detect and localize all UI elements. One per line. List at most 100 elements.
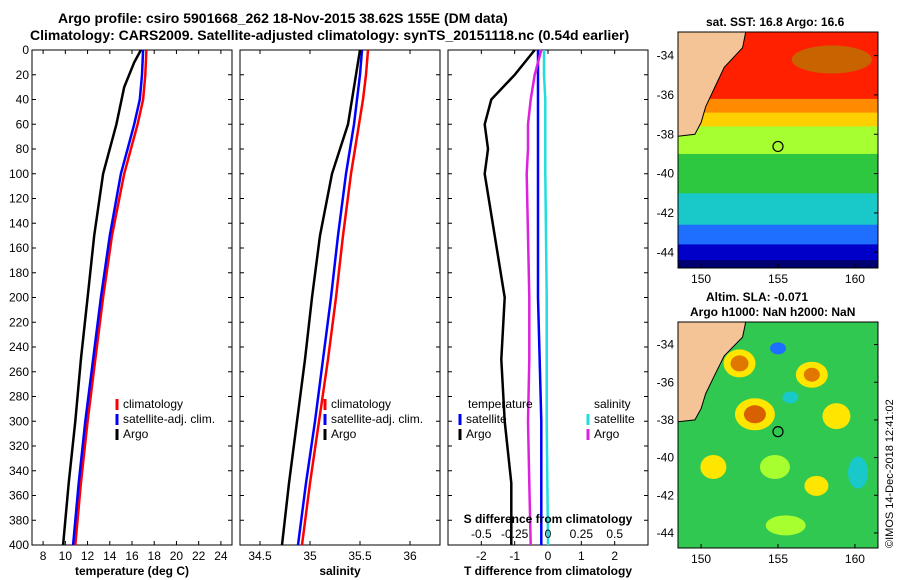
legend-label: satellite-adj. clim.	[123, 412, 215, 426]
y-tick-label: 120	[9, 192, 29, 206]
x-tick-label: 18	[148, 549, 162, 563]
lat-tick-label: -34	[657, 49, 675, 63]
difference-xlabel: T difference from climatology	[464, 564, 632, 578]
y-tick-label: 60	[16, 117, 30, 131]
sst-warm-core	[791, 45, 872, 74]
legend-label: satellite	[594, 412, 635, 426]
argo-float-marker	[772, 140, 784, 153]
sst-band	[678, 193, 878, 226]
salinity-axes-frame	[239, 49, 441, 546]
sst-band	[678, 224, 878, 246]
sla-anomaly-blob	[730, 355, 749, 372]
x-tick-label: 14	[103, 549, 117, 563]
lat-tick-label: -40	[657, 167, 675, 181]
lat-tick-label: -44	[657, 526, 675, 540]
legend-label: satellite	[466, 412, 507, 426]
y-tick-label: 260	[9, 365, 29, 379]
y-tick-label: 320	[9, 439, 29, 453]
y-tick-label: 400	[9, 538, 29, 552]
legend-label: Argo	[123, 427, 149, 441]
temperature-axes-frame	[31, 49, 233, 546]
y-tick-label: 360	[9, 489, 29, 503]
sst-band	[678, 112, 878, 128]
sla-anomaly-blob	[804, 475, 829, 496]
sla-anomaly-blob	[803, 367, 820, 382]
x-tick-label: 2	[611, 549, 618, 563]
x-tick-label: 8	[40, 549, 47, 563]
lat-tick-label: -44	[657, 245, 675, 259]
x-tick-label: 35	[303, 549, 317, 563]
lon-tick-label: 155	[768, 272, 788, 286]
x-tick-label: 16	[125, 549, 139, 563]
lat-tick-label: -38	[657, 413, 675, 427]
lon-tick-label: 150	[691, 272, 711, 286]
sst-band	[678, 153, 878, 195]
lon-tick-label: 160	[845, 272, 865, 286]
x-tick-label: 35.5	[348, 549, 372, 563]
series-temperature-satellite	[536, 50, 543, 545]
x-tick-label: 22	[192, 549, 206, 563]
salinity-panel	[239, 49, 441, 546]
series-satellite-adj-clim-	[71, 49, 145, 546]
x-tick-label: 24	[214, 549, 228, 563]
y-tick-label: 80	[16, 142, 30, 156]
sla-anomaly-blob	[743, 405, 766, 424]
sst-map	[677, 31, 879, 269]
y-tick-label: 220	[9, 315, 29, 329]
sla-anomaly-blob	[765, 515, 806, 536]
y-tick-label: 300	[9, 414, 29, 428]
legend-label: climatology	[123, 397, 183, 411]
lat-tick-label: -36	[657, 375, 675, 389]
sst-map-layer	[678, 32, 878, 268]
figure-title-line2: Climatology: CARS2009. Satellite-adjuste…	[30, 27, 630, 43]
lat-tick-label: -34	[657, 338, 675, 352]
y-tick-label: 20	[16, 68, 30, 82]
s-tick-label: -0.25	[501, 527, 529, 541]
lat-tick-label: -36	[657, 88, 675, 102]
legend-label: temperature	[468, 397, 533, 411]
sla-map-layer	[678, 322, 878, 548]
series-salinity-satellite	[542, 50, 550, 546]
x-tick-label: 10	[59, 549, 73, 563]
y-tick-label: 180	[9, 266, 29, 280]
sla-anomaly-blob	[782, 391, 799, 404]
legend-label: Argo	[331, 427, 357, 441]
lon-tick-label: 150	[691, 552, 711, 566]
x-tick-label: 36	[403, 549, 417, 563]
sla-anomaly-blob	[759, 455, 790, 480]
sst-band	[678, 98, 878, 114]
sst-band	[678, 126, 878, 155]
y-tick-label: 40	[16, 93, 30, 107]
s-tick-label: -0.5	[471, 527, 492, 541]
sla-map	[677, 321, 879, 549]
salinity-xlabel: salinity	[319, 564, 361, 578]
y-tick-label: 380	[9, 513, 29, 527]
x-tick-label: 34.5	[248, 549, 272, 563]
x-tick-label: 0	[545, 549, 552, 563]
difference-panel	[447, 49, 649, 546]
lat-tick-label: -42	[657, 206, 675, 220]
sla-anomaly-blob	[770, 342, 786, 355]
legend-label: climatology	[331, 397, 391, 411]
figure-title-line1: Argo profile: csiro 5901668_262 18-Nov-2…	[58, 10, 508, 26]
temperature-panel	[31, 49, 233, 546]
land-mass	[678, 322, 747, 423]
legend-label: Argo	[466, 427, 492, 441]
sla-anomaly-blob	[700, 455, 727, 480]
y-tick-label: 160	[9, 241, 29, 255]
y-tick-label: 0	[22, 43, 29, 57]
series-salinity-argo	[525, 49, 543, 546]
sst-map-title: sat. SST: 16.8 Argo: 16.6	[706, 15, 845, 29]
y-tick-label: 280	[9, 390, 29, 404]
lon-tick-label: 155	[768, 552, 788, 566]
y-tick-label: 340	[9, 464, 29, 478]
legend-label: salinity	[594, 397, 631, 411]
sla-anomaly-blob	[848, 456, 868, 489]
land-mass	[678, 32, 747, 137]
legend-label: satellite-adj. clim.	[331, 412, 423, 426]
y-tick-label: 200	[9, 291, 29, 305]
x-tick-label: 12	[81, 549, 95, 563]
argo-float-marker	[772, 426, 784, 438]
x-tick-label: 1	[578, 549, 585, 563]
